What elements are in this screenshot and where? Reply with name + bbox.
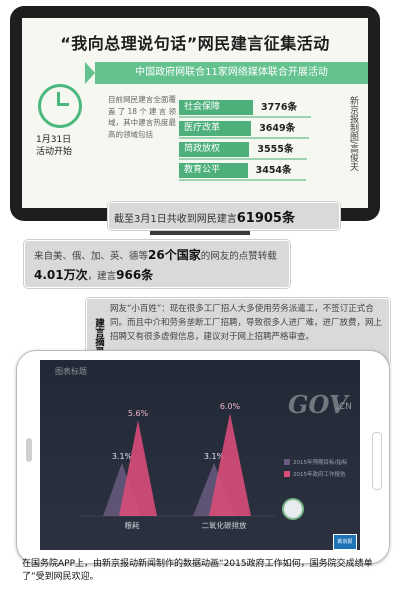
stat-value: 3649条 — [259, 123, 296, 134]
phone-speaker — [26, 438, 32, 462]
total-text: 截至3月1日共收到网民建言61905条 — [114, 207, 336, 226]
overseas-countries: 26个国家 — [148, 248, 201, 262]
stat-level — [179, 158, 308, 160]
overseas-part1: 来自美、俄、加、英、德等 — [34, 251, 149, 262]
chart-legend-label: 2015年预期目标/指标 — [293, 458, 348, 466]
clock-hour-hand — [57, 92, 60, 106]
page-title: “我向总理说句话”网民建言征集活动 — [60, 34, 330, 53]
overseas-views: 4.01万次 — [34, 268, 88, 282]
chart-area-peak — [209, 413, 251, 516]
chart-category-label: 粮耗 — [125, 520, 140, 530]
chart-title: 图表标题 — [55, 367, 87, 376]
chart-data-label: 6.0% — [220, 402, 241, 411]
chart-legend-label: 2015年政府工作报告 — [293, 470, 346, 478]
stat-label: 社会保障 — [179, 100, 253, 115]
phone-home-button[interactable] — [372, 432, 382, 490]
stat-row: 医疗改革 3649条 — [179, 121, 339, 139]
stat-value: 3776条 — [261, 102, 297, 113]
start-date-day: 1月31日 — [36, 135, 72, 145]
clock-minute-hand — [57, 103, 69, 106]
stat-label: 教育公平 — [179, 163, 248, 178]
total-number: 61905条 — [236, 211, 295, 226]
stat-label: 简政放权 — [179, 142, 250, 157]
credit-text: 新京报制图/高俊夫 — [348, 96, 358, 172]
overseas-part2: 的网友的点赞转载 — [200, 251, 277, 262]
phone-screen — [40, 360, 360, 550]
start-date-caption: 活动开始 — [36, 147, 73, 157]
overseas-bubble — [24, 240, 290, 288]
start-date: 1月31日 活动开始 — [36, 134, 92, 158]
watermark-text: GOV — [288, 390, 348, 419]
chart-category-label: 二氧化碳排放 — [202, 520, 247, 530]
caption: 在国务院APP上，由新京报动新闻制作的数据动画“2015政府工作如何，国务院交成… — [22, 559, 373, 582]
stat-value: 3555条 — [257, 144, 294, 155]
stat-row: 教育公平 3454条 — [179, 163, 339, 181]
leaf-icon — [284, 500, 302, 518]
stat-level — [179, 137, 310, 139]
stat-label: 医疗改革 — [179, 121, 252, 136]
stat-row: 简政放权 3555条 — [179, 142, 339, 160]
subtitle-banner: 中国政府网联合11家网络媒体联合开展活动 — [95, 62, 368, 84]
total-bubble — [108, 202, 340, 230]
stat-level — [179, 116, 311, 118]
watermark-suffix: .CN — [336, 402, 352, 412]
app-logo: 新京报 — [333, 534, 357, 550]
chart-legend-swatch — [284, 459, 290, 465]
chart-legend-swatch — [284, 471, 290, 477]
stat-row: 社会保障 3776条 — [179, 100, 339, 118]
stat-level — [179, 179, 306, 181]
chart-data-label: 5.6% — [128, 409, 149, 418]
overseas-part3: ，建言 — [87, 271, 117, 282]
clock-icon — [38, 84, 82, 128]
quote-text: 网友“小百姓”：现在很多工厂招人大多使用劳务派遣工，不签订正式合同。而且中介和劳… — [110, 304, 383, 342]
watermark: GOV — [288, 390, 348, 419]
overseas-text: 来自美、俄、加、英、德等26个国家的网友的点赞转载 4.01万次，建言966条 — [34, 246, 284, 286]
area-chart: 3.1% 5.6% 粮耗 3.1% 6.0% 二氧化碳排放 2015年预期目标/指标 2015… — [80, 402, 348, 530]
intro-text: 目前网民建言全面覆盖了18个建言领域，其中建言热度最高的领域包括 — [108, 95, 176, 139]
chart-data-label: 3.1% — [204, 452, 225, 461]
quote-tag: 建言摘录 — [93, 318, 104, 356]
subtitle-arrow — [85, 62, 95, 84]
chart-data-label: 3.1% — [112, 452, 133, 461]
total-prefix: 截至3月1日共收到网民建言 — [114, 214, 237, 225]
overseas-count: 966条 — [116, 268, 154, 282]
stat-value: 3454条 — [255, 165, 292, 176]
chart-area-peak — [119, 420, 157, 516]
